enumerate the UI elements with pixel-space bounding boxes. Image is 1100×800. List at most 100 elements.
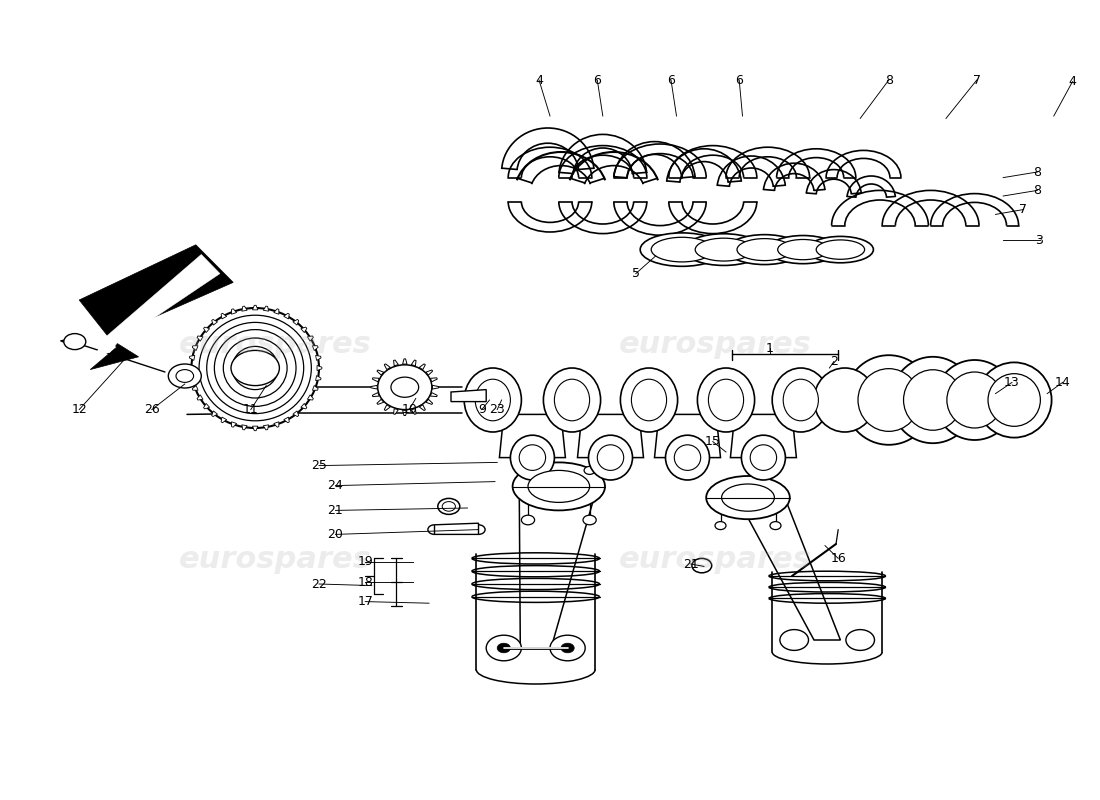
Polygon shape: [274, 422, 279, 427]
Polygon shape: [211, 411, 218, 417]
Ellipse shape: [684, 234, 763, 266]
Circle shape: [780, 630, 808, 650]
Text: 4: 4: [1068, 75, 1077, 88]
Polygon shape: [253, 426, 257, 430]
Polygon shape: [614, 144, 706, 178]
Polygon shape: [394, 409, 398, 414]
Ellipse shape: [722, 484, 774, 511]
Ellipse shape: [191, 308, 319, 428]
Polygon shape: [231, 422, 236, 427]
Circle shape: [486, 635, 521, 661]
Text: eurospares: eurospares: [178, 330, 372, 358]
Ellipse shape: [947, 372, 1002, 428]
Ellipse shape: [697, 368, 755, 432]
Polygon shape: [293, 319, 299, 325]
Polygon shape: [60, 339, 79, 348]
Polygon shape: [403, 359, 407, 364]
Polygon shape: [419, 405, 426, 410]
Polygon shape: [189, 355, 195, 361]
Circle shape: [583, 515, 596, 525]
Polygon shape: [263, 425, 268, 430]
Circle shape: [521, 515, 535, 525]
Polygon shape: [371, 386, 377, 389]
Circle shape: [231, 350, 279, 386]
Text: 18: 18: [358, 576, 373, 589]
Polygon shape: [832, 190, 928, 226]
Polygon shape: [430, 378, 438, 382]
Polygon shape: [882, 190, 979, 226]
Text: 10: 10: [402, 403, 417, 416]
Polygon shape: [192, 386, 198, 390]
Text: 22: 22: [311, 578, 327, 590]
Ellipse shape: [737, 238, 792, 261]
Text: 25: 25: [311, 459, 327, 472]
Text: 2: 2: [829, 355, 838, 368]
Polygon shape: [79, 245, 233, 370]
Ellipse shape: [510, 435, 554, 480]
Polygon shape: [204, 327, 210, 333]
Polygon shape: [499, 414, 565, 458]
Text: eurospares: eurospares: [618, 546, 812, 574]
Polygon shape: [307, 395, 314, 400]
Ellipse shape: [554, 379, 590, 421]
Ellipse shape: [695, 238, 752, 261]
Polygon shape: [300, 403, 307, 409]
Polygon shape: [242, 425, 248, 430]
Polygon shape: [316, 355, 321, 361]
Text: 23: 23: [490, 403, 505, 416]
Polygon shape: [669, 146, 757, 178]
Ellipse shape: [903, 370, 962, 430]
Text: 13: 13: [1004, 376, 1020, 389]
Polygon shape: [508, 202, 592, 232]
Polygon shape: [726, 147, 810, 178]
Text: 26: 26: [144, 403, 159, 416]
Polygon shape: [293, 411, 299, 417]
Text: 1: 1: [766, 342, 774, 354]
Text: 14: 14: [1055, 376, 1070, 389]
Polygon shape: [284, 314, 289, 319]
Polygon shape: [242, 306, 248, 311]
Ellipse shape: [207, 322, 304, 414]
Text: eurospares: eurospares: [178, 546, 372, 574]
Ellipse shape: [988, 374, 1041, 426]
Polygon shape: [377, 370, 384, 375]
Ellipse shape: [674, 445, 701, 470]
Ellipse shape: [631, 379, 667, 421]
Polygon shape: [312, 346, 318, 350]
Ellipse shape: [935, 360, 1014, 440]
Polygon shape: [197, 395, 204, 400]
Polygon shape: [384, 405, 390, 410]
Polygon shape: [578, 414, 644, 458]
Ellipse shape: [706, 476, 790, 519]
Text: 8: 8: [1033, 166, 1042, 178]
Polygon shape: [735, 494, 840, 640]
Ellipse shape: [223, 338, 287, 398]
Polygon shape: [300, 327, 307, 333]
Text: 16: 16: [830, 552, 846, 565]
Circle shape: [584, 466, 595, 474]
Text: 6: 6: [735, 74, 744, 86]
Text: 11: 11: [243, 403, 258, 416]
Polygon shape: [559, 202, 647, 234]
Polygon shape: [434, 523, 478, 534]
Text: 17: 17: [358, 595, 373, 608]
Polygon shape: [192, 346, 198, 350]
Polygon shape: [231, 309, 236, 314]
Circle shape: [390, 377, 419, 398]
Text: 19: 19: [358, 555, 373, 568]
Ellipse shape: [640, 233, 724, 266]
Polygon shape: [777, 149, 856, 178]
Polygon shape: [211, 319, 218, 325]
Ellipse shape: [597, 445, 624, 470]
Ellipse shape: [475, 379, 510, 421]
Ellipse shape: [651, 238, 713, 262]
Circle shape: [770, 522, 781, 530]
Ellipse shape: [519, 445, 546, 470]
Ellipse shape: [588, 435, 632, 480]
Polygon shape: [519, 482, 598, 648]
Text: 6: 6: [667, 74, 675, 86]
Ellipse shape: [845, 355, 933, 445]
Polygon shape: [411, 409, 416, 414]
Polygon shape: [394, 360, 398, 366]
Polygon shape: [384, 364, 390, 370]
